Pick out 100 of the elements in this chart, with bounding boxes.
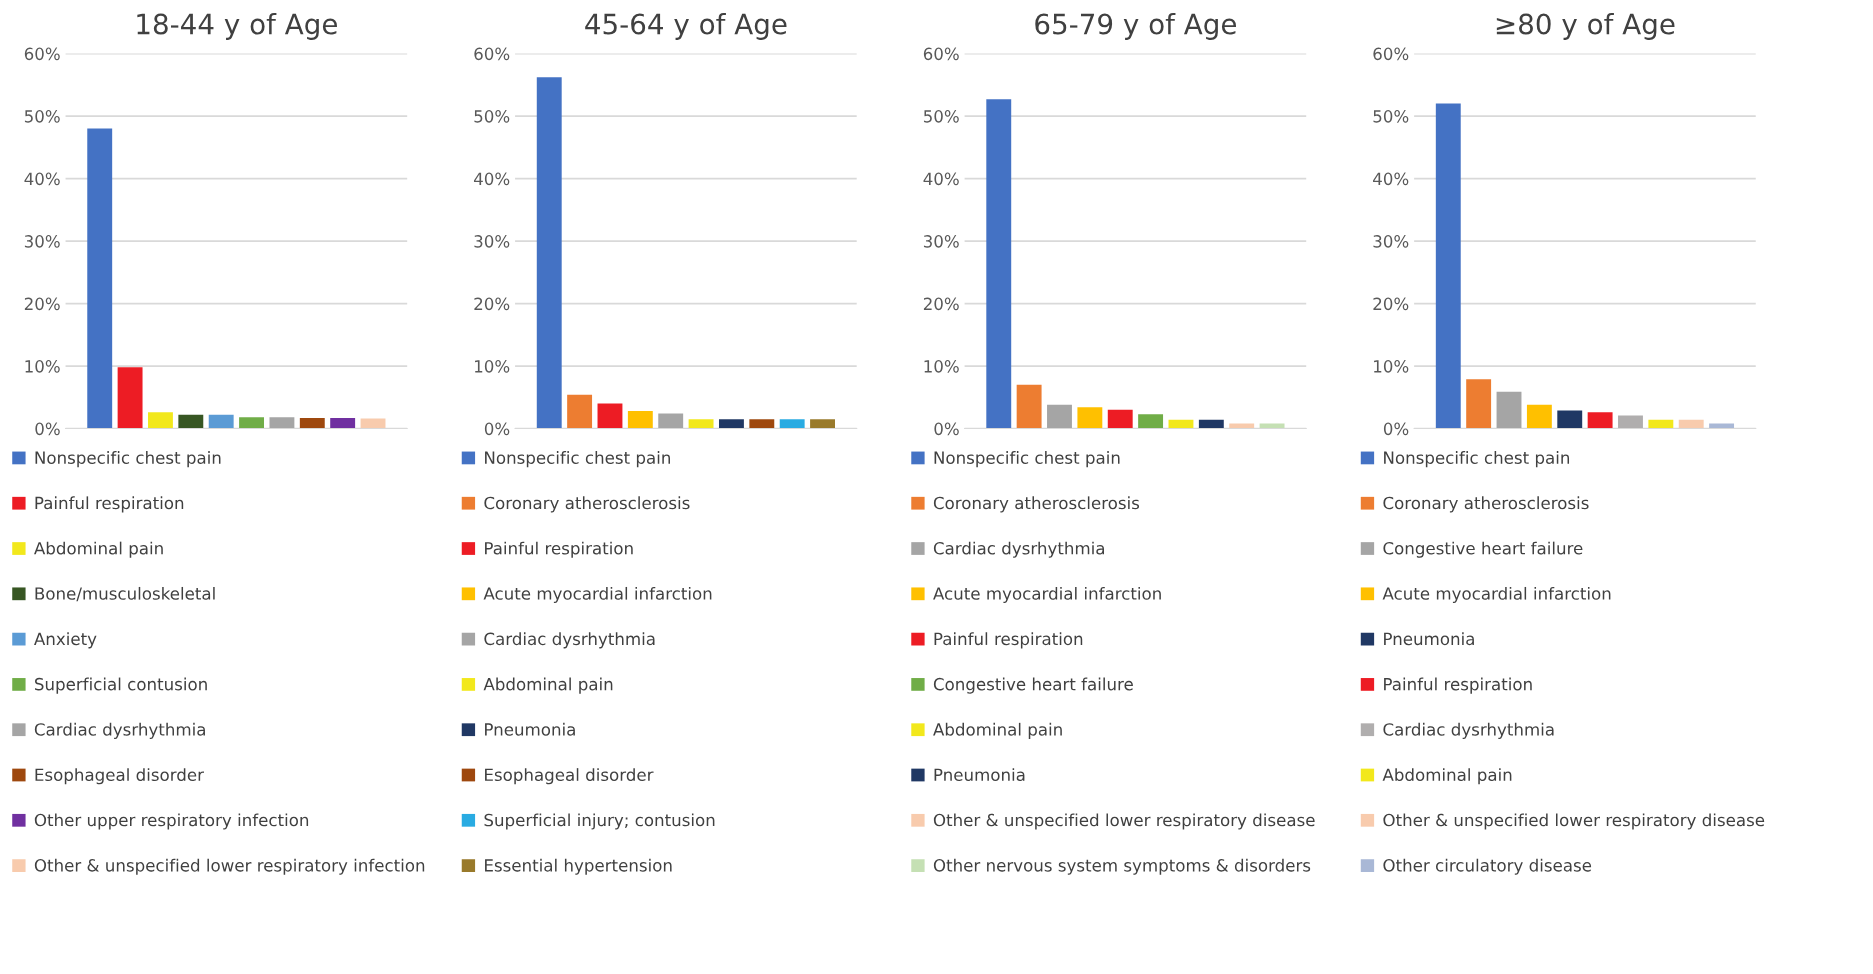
legend-label: Esophageal disorder: [35, 768, 204, 785]
legend-label: Abdominal pain: [483, 677, 613, 694]
legend-label: Nonspecific chest pain: [35, 451, 221, 468]
bar: [1678, 419, 1704, 429]
y-tick-label: 30%: [923, 235, 959, 248]
bar: [1435, 103, 1461, 429]
y-tick-label: 10%: [924, 360, 959, 373]
legend-label: Painful respiration: [934, 632, 1083, 649]
bar: [1587, 412, 1613, 429]
chart-title: 65-79 y of Age: [1035, 13, 1236, 40]
bar: [1618, 415, 1643, 429]
bar: [658, 413, 684, 429]
y-tick-label: 20%: [923, 297, 959, 311]
y-tick-label: 0%: [934, 422, 959, 436]
bar: [986, 99, 1012, 429]
y-tick-label: 0%: [35, 422, 60, 436]
bar: [330, 417, 356, 429]
legend-label: Pneumonia: [934, 768, 1025, 782]
bar: [536, 77, 562, 429]
legend-label: Pneumonia: [1384, 632, 1474, 646]
legend-label: Coronary atherosclerosis: [933, 496, 1140, 513]
y-tick-label: 50%: [923, 110, 959, 123]
chart-title: 18-44 y of Age: [137, 13, 337, 40]
legend-label: Cardiac dysrhythmia: [1383, 722, 1554, 739]
bar: [148, 412, 173, 429]
y-tick-label: 50%: [24, 110, 60, 123]
bar: [87, 128, 113, 429]
legend-label: Painful respiration: [1384, 677, 1532, 694]
bar: [810, 419, 835, 429]
legend-label: Acute myocardial infarction: [933, 586, 1161, 604]
bar: [1648, 419, 1674, 429]
legend-label: Other & unspecified lower respiratory disease: [933, 813, 1315, 830]
legend-label: Acute myocardial infarction: [483, 586, 712, 604]
y-tick-label: 10%: [475, 360, 510, 373]
legend-label: Coronary atherosclerosis: [1383, 496, 1589, 513]
y-tick-label: 30%: [474, 235, 510, 248]
bar: [1107, 409, 1133, 429]
y-tick-label: 10%: [25, 360, 60, 373]
bar: [627, 411, 653, 429]
legend-label: Painful respiration: [35, 496, 184, 513]
y-tick-label: 40%: [473, 172, 510, 186]
legend-label: Congestive heart failure: [933, 677, 1133, 694]
y-tick-label: 40%: [1373, 172, 1409, 186]
chart-title: 45-64 y of Age: [585, 13, 787, 40]
bar: [1047, 404, 1072, 429]
legend-label: Other & unspecified lower respiratory infection: [34, 858, 425, 875]
bar: [688, 419, 714, 429]
bar: [178, 414, 204, 429]
legend-label: Painful respiration: [485, 541, 633, 558]
bar: [208, 414, 234, 429]
bar: [299, 417, 325, 429]
legend-label: Essential hypertension: [485, 858, 672, 875]
y-tick-label: 50%: [1373, 110, 1409, 123]
y-tick-label: 40%: [24, 172, 60, 186]
bar: [1526, 404, 1552, 429]
legend-label: Other upper respiratory infection: [34, 813, 309, 830]
legend-label: Other & unspecified lower respiratory disease: [1383, 813, 1765, 830]
y-tick-label: 20%: [1373, 297, 1409, 311]
bar: [239, 417, 265, 429]
bar: [567, 394, 593, 429]
bar: [1016, 384, 1042, 429]
bar: [1557, 410, 1583, 429]
y-tick-label: 40%: [923, 172, 959, 186]
bar: [1138, 414, 1164, 429]
legend-label: Abdominal pain: [34, 541, 163, 558]
legend-label: Superficial injury; contusion: [484, 813, 715, 830]
legend-label: Nonspecific chest pain: [934, 451, 1120, 468]
y-tick-label: 30%: [1373, 235, 1409, 248]
y-tick-label: 0%: [1383, 422, 1409, 436]
legend-label: Acute myocardial infarction: [1382, 586, 1611, 604]
chart-title: ≥80 y of Age: [1496, 13, 1675, 40]
legend-label: Other nervous system symptoms & disorders: [933, 858, 1311, 875]
y-tick-label: 50%: [474, 110, 510, 123]
legend-label: Bone/musculoskeletal: [35, 586, 215, 602]
bar: [718, 419, 744, 429]
y-tick-label: 60%: [1373, 47, 1409, 61]
legend-label: Pneumonia: [485, 722, 575, 736]
bar: [1466, 379, 1492, 429]
bar: [779, 419, 805, 429]
y-tick-label: 20%: [24, 297, 60, 311]
bar: [117, 367, 143, 429]
legend-label: Abdominal pain: [933, 722, 1062, 739]
legend-label: Congestive heart failure: [1383, 541, 1583, 558]
legend-label: Nonspecific chest pain: [1384, 451, 1570, 468]
legend-label: Other circulatory disease: [1383, 858, 1592, 875]
bar: [597, 403, 623, 429]
legend-label: Cardiac dysrhythmia: [484, 632, 655, 649]
bar: [1198, 419, 1224, 429]
y-tick-label: 20%: [474, 297, 510, 311]
legend-label: Superficial contusion: [34, 677, 207, 694]
y-tick-label: 0%: [484, 422, 510, 436]
bar: [749, 419, 775, 429]
legend-label: Cardiac dysrhythmia: [933, 541, 1105, 558]
bar: [1496, 391, 1522, 429]
y-tick-label: 60%: [474, 47, 510, 61]
legend-label: Anxiety: [34, 632, 97, 649]
legend-label: Coronary atherosclerosis: [484, 496, 690, 513]
y-tick-label: 30%: [24, 235, 60, 248]
bar: [269, 417, 295, 429]
legend-label: Abdominal pain: [1382, 768, 1512, 785]
